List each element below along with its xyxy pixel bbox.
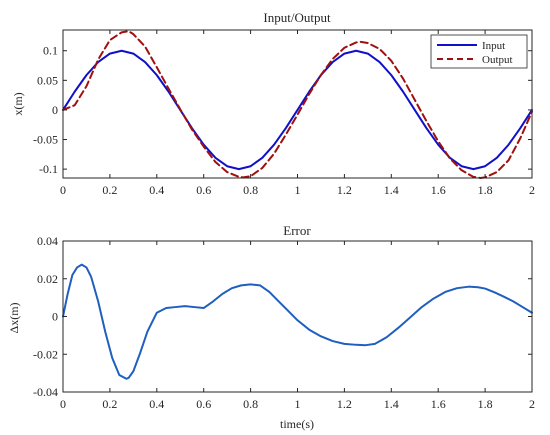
- x-tick-label: 0: [60, 397, 66, 411]
- y-tick-label: 0.02: [37, 272, 58, 286]
- x-tick-label: 0.4: [149, 397, 164, 411]
- y-tick-label: 0: [52, 103, 58, 117]
- x-tick-label: 0.2: [102, 397, 117, 411]
- error-plot: Error Δx(m) time(s) 0 0.2 0.4 0.6 0.8 1 1.2 1.4…: [7, 223, 535, 431]
- series-line-error-0: [62, 263, 533, 380]
- x-tick-label: 1.4: [384, 183, 399, 197]
- legend-box: [430, 34, 528, 69]
- x-tick-label: 1: [295, 397, 301, 411]
- y-tick-label: 0: [52, 310, 58, 324]
- y-axis-label: Δx(m): [7, 302, 21, 333]
- x-tick-label: 0.6: [196, 397, 211, 411]
- plot-title: Input/Output: [263, 10, 331, 25]
- x-tick-label: 1.2: [337, 183, 352, 197]
- y-tick-label: 0.05: [37, 73, 58, 87]
- x-tick-label: 0: [60, 183, 66, 197]
- x-axis-label: time(s): [280, 417, 314, 431]
- y-tick-label: 0.1: [43, 44, 58, 58]
- legend-label-input: Input: [482, 40, 505, 52]
- plot-marks: [62, 263, 533, 380]
- y-tick-label: -0.05: [33, 133, 58, 147]
- x-tick-label: 1.6: [431, 183, 446, 197]
- legend-label-output: Output: [482, 54, 513, 66]
- y-axis-label: x(m): [11, 92, 25, 115]
- y-tick-label: -0.1: [39, 162, 58, 176]
- x-tick-label: 1: [295, 183, 301, 197]
- x-tick-label: 1.6: [431, 397, 446, 411]
- y-tick-label: -0.02: [33, 347, 58, 361]
- input-output-plot: Input/Output x(m) 0 0.2 0.4 0.6 0.8 1 1.2 1.4 1.…: [11, 10, 535, 197]
- plot-title: Error: [283, 223, 311, 238]
- x-tick-label: 0.8: [243, 183, 258, 197]
- axis-ticks: 0 0.2 0.4 0.6 0.8 1 1.2 1.4 1.6 1.8 2 -0.04 -0.02 0 0.…: [33, 234, 535, 411]
- legend: Input Output: [430, 34, 528, 69]
- x-tick-label: 2: [529, 183, 535, 197]
- x-tick-label: 0.4: [149, 183, 164, 197]
- x-tick-label: 1.8: [478, 183, 493, 197]
- series-line-input: [62, 49, 533, 171]
- x-tick-label: 0.2: [102, 183, 117, 197]
- x-tick-label: 0.8: [243, 397, 258, 411]
- series-line-output: [62, 30, 533, 179]
- x-tick-label: 2: [529, 397, 535, 411]
- y-tick-label: -0.04: [33, 385, 58, 399]
- y-tick-label: 0.04: [37, 234, 58, 248]
- x-tick-label: 1.2: [337, 397, 352, 411]
- x-tick-label: 1.4: [384, 397, 399, 411]
- plot-marks: [62, 30, 533, 179]
- axis-ticks: 0 0.2 0.4 0.6 0.8 1 1.2 1.4 1.6 1.8 2 -0.1 -0.05 0 0.0…: [33, 30, 535, 197]
- x-tick-label: 1.8: [478, 397, 493, 411]
- x-tick-label: 0.6: [196, 183, 211, 197]
